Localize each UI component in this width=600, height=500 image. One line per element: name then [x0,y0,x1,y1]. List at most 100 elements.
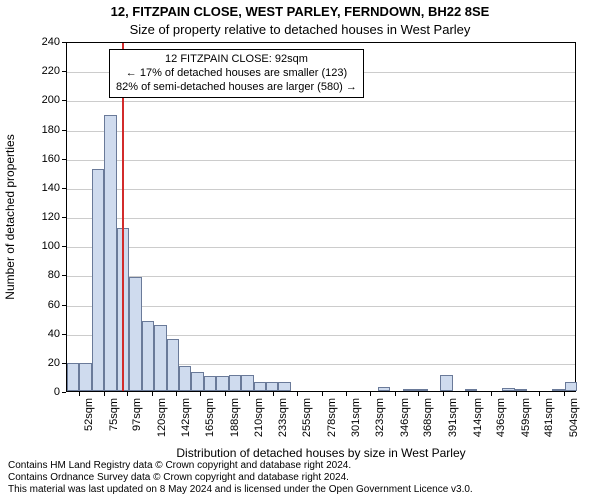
x-tick [443,392,444,396]
x-tick [418,392,419,396]
y-tick [62,363,66,364]
y-tick [62,305,66,306]
y-tick-label: 180 [30,124,60,136]
histogram-bar [92,169,104,391]
histogram-bar [154,325,166,391]
y-tick-label: 100 [30,240,60,252]
histogram-bar [104,115,116,391]
x-tick [564,392,565,396]
gridline [67,306,575,307]
annotation-line: 12 FITZPAIN CLOSE: 92sqm [116,53,357,67]
x-tick [322,392,323,396]
x-tick-label: 436sqm [495,398,507,437]
x-tick [395,392,396,396]
y-tick [62,100,66,101]
histogram-bar [67,363,79,391]
y-tick-label: 220 [30,65,60,77]
x-tick [249,392,250,396]
histogram-bar [515,389,527,391]
x-tick [273,392,274,396]
histogram-bar [266,382,278,391]
x-tick-label: 75sqm [108,398,120,431]
x-tick [539,392,540,396]
x-tick [104,392,105,396]
gridline [67,189,575,190]
x-tick [127,392,128,396]
y-axis-label: Number of detached properties [3,134,17,299]
x-tick [491,392,492,396]
x-tick [200,392,201,396]
x-tick [346,392,347,396]
x-tick [516,392,517,396]
y-tick-label: 160 [30,153,60,165]
histogram-bar [216,376,228,391]
y-tick [62,130,66,131]
x-tick-label: 414sqm [472,398,484,437]
x-tick-label: 52sqm [83,398,95,431]
histogram-bar [403,389,415,391]
title-line-2: Size of property relative to detached ho… [0,22,600,37]
annotation-line: 82% of semi-detached houses are larger (… [116,81,357,95]
histogram-bar [254,382,266,391]
x-tick [152,392,153,396]
x-tick-label: 142sqm [180,398,192,437]
y-tick [62,71,66,72]
x-tick-label: 233sqm [277,398,289,437]
histogram-bar [565,382,577,391]
footer-line-1: Contains HM Land Registry data © Crown c… [8,460,592,472]
x-tick [297,392,298,396]
x-tick [79,392,80,396]
x-tick-label: 504sqm [568,398,580,437]
y-tick-label: 0 [30,386,60,398]
y-tick-label: 200 [30,94,60,106]
histogram-bar [191,372,203,391]
histogram-bar [129,277,141,391]
x-tick-label: 278sqm [326,398,338,437]
x-tick-label: 391sqm [447,398,459,437]
x-tick [370,392,371,396]
x-tick-label: 97sqm [131,398,143,431]
histogram-bar [229,375,241,391]
histogram-bar [378,387,390,391]
x-tick-label: 255sqm [301,398,313,437]
y-tick [62,217,66,218]
histogram-bar [502,388,514,391]
histogram-bar [415,389,427,391]
y-tick-label: 240 [30,36,60,48]
x-tick-label: 188sqm [229,398,241,437]
x-tick-label: 368sqm [422,398,434,437]
x-tick-label: 165sqm [204,398,216,437]
histogram-bar [241,375,253,391]
footer-line-3: This material was last updated on 8 May … [8,484,592,496]
gridline [67,160,575,161]
x-tick-label: 301sqm [350,398,362,437]
x-tick [176,392,177,396]
chart-container: 12, FITZPAIN CLOSE, WEST PARLEY, FERNDOW… [0,0,600,500]
histogram-bar [465,389,477,391]
histogram-bar [278,382,290,391]
y-tick-label: 60 [30,299,60,311]
x-axis-label: Distribution of detached houses by size … [66,446,576,460]
histogram-bar [179,366,191,391]
histogram-bar [79,363,91,391]
y-tick [62,188,66,189]
y-tick [62,334,66,335]
histogram-bar [440,375,452,391]
footer-line-2: Contains Ordnance Survey data © Crown co… [8,472,592,484]
plot-area: 12 FITZPAIN CLOSE: 92sqm← 17% of detache… [66,42,576,392]
histogram-bar [552,389,564,391]
y-tick-label: 80 [30,269,60,281]
y-tick [62,42,66,43]
histogram-bar [204,376,216,391]
x-tick-label: 210sqm [253,398,265,437]
gridline [67,218,575,219]
x-tick [468,392,469,396]
title-line-1: 12, FITZPAIN CLOSE, WEST PARLEY, FERNDOW… [0,4,600,19]
y-tick [62,392,66,393]
x-tick-label: 459sqm [520,398,532,437]
annotation-box: 12 FITZPAIN CLOSE: 92sqm← 17% of detache… [109,49,364,98]
footer: Contains HM Land Registry data © Crown c… [8,460,592,496]
gridline [67,276,575,277]
x-tick-label: 323sqm [374,398,386,437]
gridline [67,101,575,102]
